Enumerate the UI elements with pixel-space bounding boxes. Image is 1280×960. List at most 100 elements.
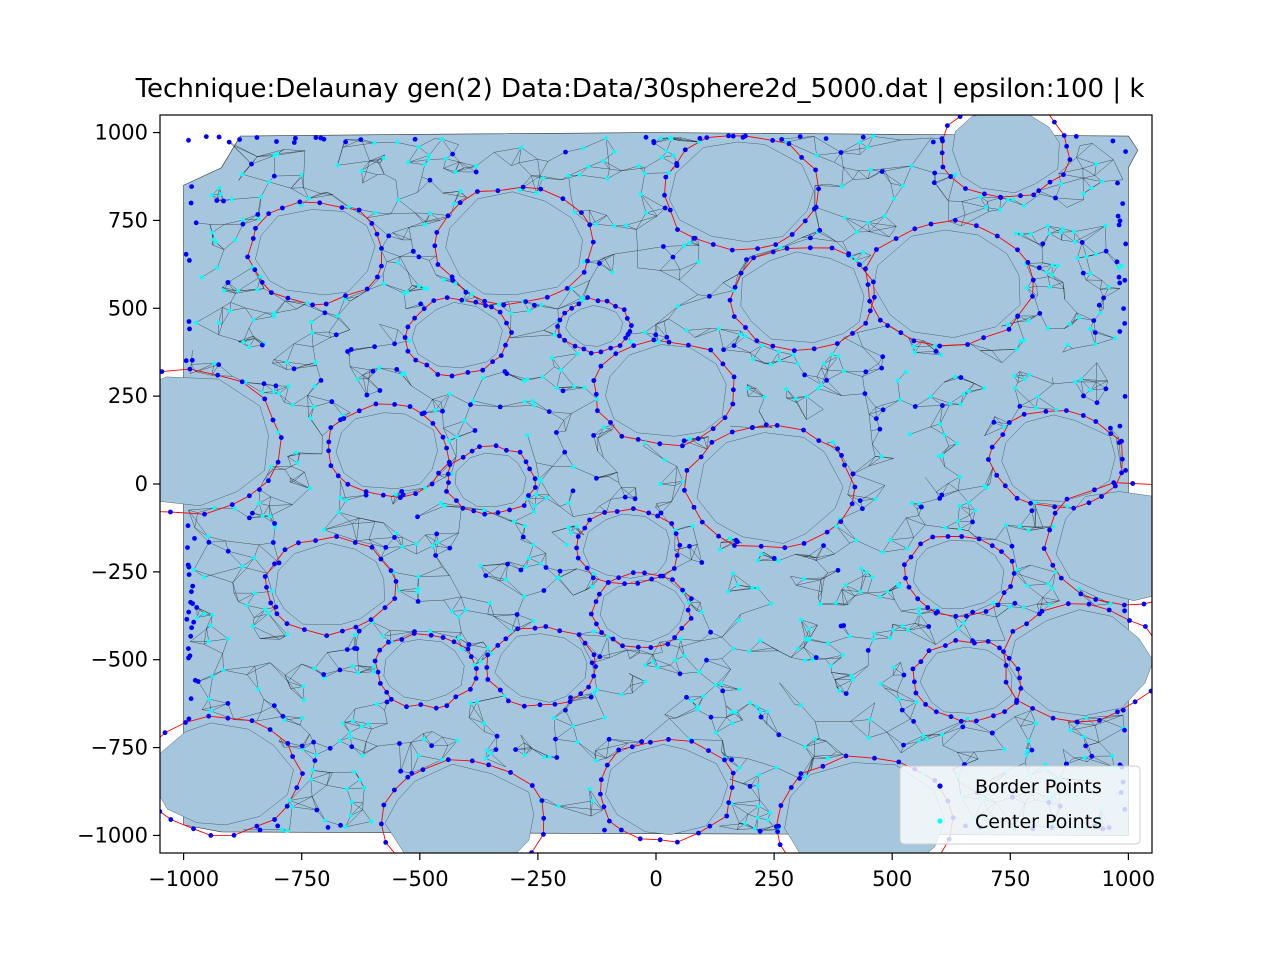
center-point: [812, 737, 817, 741]
border-point: [543, 624, 549, 629]
border-point: [554, 430, 559, 435]
border-point: [195, 679, 201, 684]
border-point: [677, 542, 683, 548]
border-point: [586, 684, 591, 690]
center-point: [605, 176, 610, 181]
border-point: [835, 446, 840, 452]
center-point: [427, 153, 432, 158]
center-point: [898, 397, 902, 402]
border-point: [673, 531, 679, 536]
center-point: [1045, 326, 1050, 331]
border-point: [1050, 715, 1056, 721]
border-point: [299, 743, 305, 749]
center-point: [252, 555, 257, 560]
border-point: [995, 602, 1001, 608]
border-point: [186, 319, 192, 324]
center-point: [483, 756, 488, 761]
border-point: [379, 263, 384, 269]
border-point: [404, 704, 409, 710]
center-point: [210, 674, 215, 679]
center-point: [697, 670, 701, 674]
center-point: [948, 401, 953, 406]
border-point: [974, 718, 979, 724]
center-point: [1006, 322, 1011, 327]
border-point: [183, 358, 189, 364]
center-point: [257, 217, 261, 221]
border-point: [763, 422, 769, 428]
border-point: [720, 361, 726, 367]
center-point: [847, 634, 852, 639]
border-point: [400, 492, 406, 498]
border-point: [225, 280, 231, 285]
border-point: [983, 609, 989, 614]
center-point: [300, 715, 305, 720]
border-point: [388, 696, 394, 702]
border-point: [923, 702, 928, 707]
center-point: [310, 330, 315, 335]
border-point: [1122, 321, 1128, 326]
empty-region: [600, 579, 686, 642]
center-point: [658, 136, 663, 141]
center-point: [435, 540, 440, 545]
border-point: [1008, 584, 1013, 589]
center-point: [456, 614, 461, 619]
border-point: [1122, 608, 1127, 614]
center-point: [912, 350, 917, 355]
center-point: [272, 314, 277, 319]
border-point: [817, 227, 823, 233]
center-point: [1025, 583, 1030, 588]
center-point: [858, 589, 863, 594]
border-point: [593, 391, 599, 397]
border-point: [412, 629, 417, 634]
border-point: [616, 747, 622, 753]
center-point: [522, 594, 527, 599]
border-point: [1116, 222, 1122, 228]
border-point: [585, 295, 590, 300]
border-point: [261, 381, 267, 387]
border-point: [504, 371, 510, 377]
border-point: [313, 135, 319, 141]
border-point: [893, 236, 899, 242]
center-point: [271, 389, 276, 394]
border-point: [598, 791, 603, 797]
center-point: [244, 603, 249, 608]
border-point: [1071, 505, 1077, 511]
border-point: [214, 198, 220, 204]
center-point: [675, 304, 680, 309]
center-point: [414, 541, 419, 546]
border-point: [445, 471, 451, 477]
center-point: [1051, 524, 1056, 529]
border-point: [632, 496, 638, 502]
border-point: [453, 694, 459, 700]
border-point: [729, 757, 734, 763]
border-point: [507, 507, 512, 513]
border-point: [1073, 134, 1079, 139]
center-point: [966, 389, 971, 394]
border-point: [1064, 761, 1069, 767]
center-point: [552, 332, 557, 337]
border-point: [813, 167, 818, 173]
border-point: [1050, 562, 1056, 568]
center-point: [311, 404, 316, 409]
center-point: [438, 500, 443, 505]
center-point: [402, 371, 407, 376]
border-point: [857, 498, 863, 503]
center-point: [469, 292, 474, 297]
border-point: [383, 545, 389, 550]
border-point: [1119, 470, 1124, 476]
center-point: [924, 737, 929, 742]
center-point: [371, 669, 376, 674]
border-point: [667, 207, 673, 213]
border-point: [774, 423, 780, 428]
border-point: [482, 298, 487, 304]
border-point: [958, 375, 964, 380]
border-point: [513, 747, 518, 752]
y-tick-label: −750: [90, 736, 148, 760]
center-point: [455, 738, 460, 743]
center-point: [984, 205, 989, 210]
border-point: [1108, 425, 1113, 431]
border-point: [562, 337, 567, 343]
center-point: [215, 265, 220, 270]
center-point: [280, 827, 284, 832]
center-point: [958, 402, 963, 407]
